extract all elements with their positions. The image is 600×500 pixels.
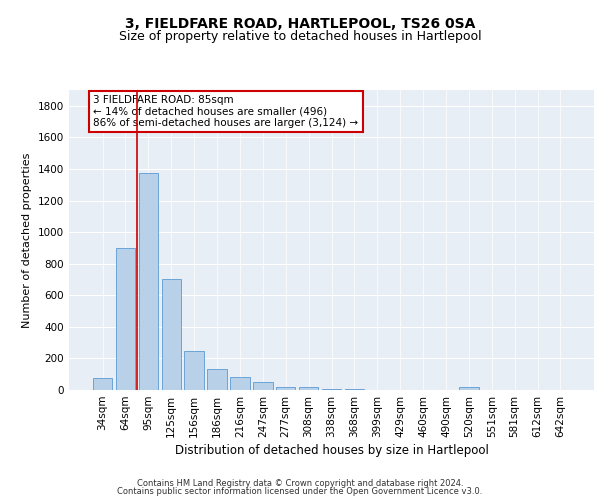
Text: 3 FIELDFARE ROAD: 85sqm
← 14% of detached houses are smaller (496)
86% of semi-d: 3 FIELDFARE ROAD: 85sqm ← 14% of detache… [94, 94, 359, 128]
Bar [459, 387, 479, 390]
Text: Contains public sector information licensed under the Open Government Licence v3: Contains public sector information licen… [118, 487, 482, 496]
Bar [230, 376, 250, 390]
Bar [93, 378, 112, 390]
Y-axis label: Number of detached properties: Number of detached properties [22, 152, 32, 328]
Bar [161, 280, 181, 390]
Bar [208, 370, 227, 390]
Bar [322, 388, 341, 390]
Bar [253, 382, 272, 390]
Bar [344, 389, 364, 390]
X-axis label: Distribution of detached houses by size in Hartlepool: Distribution of detached houses by size … [175, 444, 488, 457]
Bar [139, 173, 158, 390]
Bar [276, 387, 295, 390]
Text: 3, FIELDFARE ROAD, HARTLEPOOL, TS26 0SA: 3, FIELDFARE ROAD, HARTLEPOOL, TS26 0SA [125, 18, 475, 32]
Text: Contains HM Land Registry data © Crown copyright and database right 2024.: Contains HM Land Registry data © Crown c… [137, 478, 463, 488]
Bar [299, 387, 319, 390]
Text: Size of property relative to detached houses in Hartlepool: Size of property relative to detached ho… [119, 30, 481, 43]
Bar [116, 248, 135, 390]
Bar [184, 352, 204, 390]
